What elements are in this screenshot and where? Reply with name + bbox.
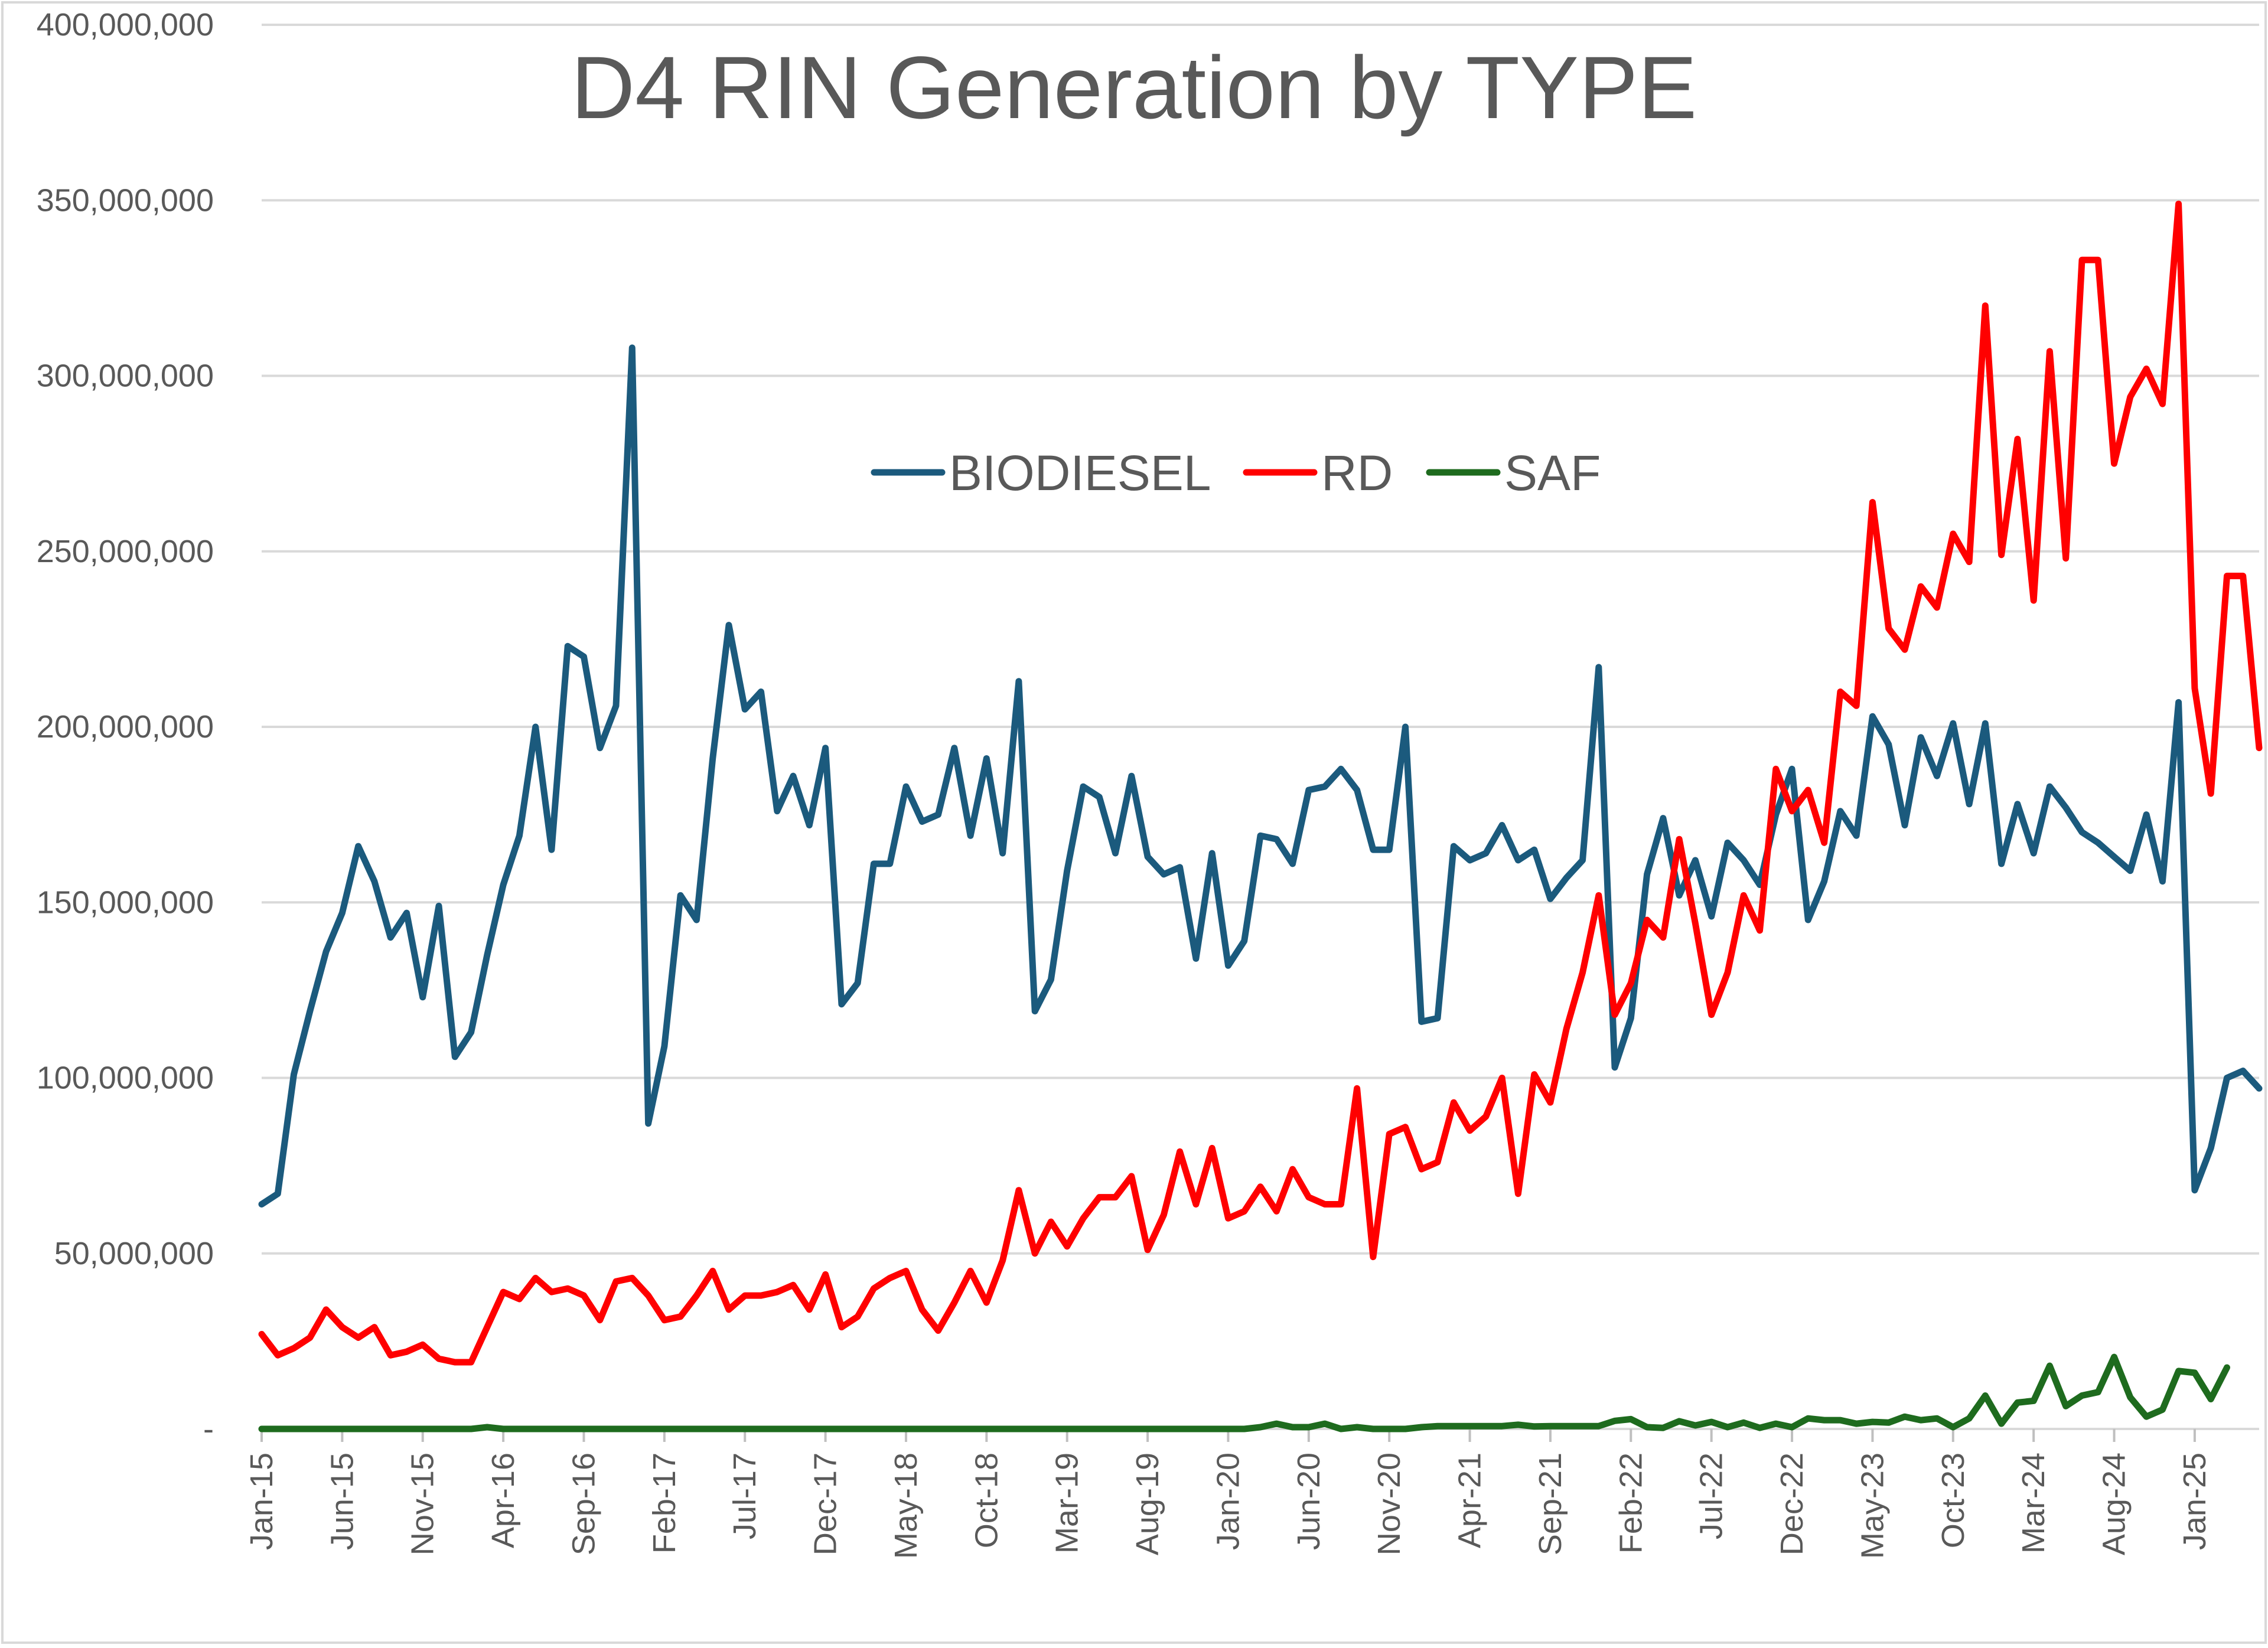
x-tick-label: Jun-15 <box>324 1453 360 1550</box>
chart-title: D4 RIN Generation by TYPE <box>571 38 1697 137</box>
x-tick-label: Jul-22 <box>1694 1453 1729 1539</box>
series-line-biodiesel <box>258 344 2263 1208</box>
series-line-saf <box>258 1353 2230 1432</box>
x-axis: Jan-15 Jun-15 Nov-15 Apr-16 Sep-16 Feb-17 Jul-… <box>244 1428 2259 1559</box>
x-tick-label: Sep-16 <box>566 1453 601 1555</box>
y-tick-label: - <box>203 1411 214 1447</box>
x-tick-label: Mar-19 <box>1050 1453 1085 1554</box>
x-tick-label: Nov-20 <box>1371 1453 1407 1555</box>
legend-label-biodiesel: BIODIESEL <box>949 445 1211 501</box>
x-tick-label: Jun-20 <box>1291 1453 1327 1550</box>
y-tick-label: 200,000,000 <box>37 709 214 745</box>
legend-label-rd: RD <box>1321 445 1393 501</box>
x-tick-label: Dec-17 <box>808 1453 843 1555</box>
x-tick-label: Oct-18 <box>969 1453 1004 1548</box>
y-axis: - 50,000,000 100,000,000 150,000,000 200,000… <box>37 7 214 1447</box>
y-tick-label: 300,000,000 <box>37 358 214 394</box>
x-tick-label: Feb-17 <box>647 1453 682 1554</box>
x-tick-label: Dec-22 <box>1774 1453 1810 1555</box>
x-tick-label: Aug-19 <box>1130 1453 1165 1555</box>
y-tick-label: 400,000,000 <box>37 7 214 43</box>
y-tick-label: 250,000,000 <box>37 534 214 569</box>
x-tick-label: Jan-25 <box>2177 1453 2212 1550</box>
y-tick-label: 350,000,000 <box>37 182 214 218</box>
y-tick-label: 50,000,000 <box>54 1236 214 1271</box>
x-tick-label: Sep-21 <box>1533 1453 1568 1555</box>
x-tick-label: May-18 <box>888 1453 924 1559</box>
x-tick-label: Oct-23 <box>1935 1453 1971 1548</box>
x-tick-label: May-23 <box>1855 1453 1890 1559</box>
x-tick-label: Jul-17 <box>727 1453 762 1539</box>
x-tick-label: Feb-22 <box>1613 1453 1648 1554</box>
x-tick-label: Nov-15 <box>405 1453 441 1555</box>
y-tick-label: 100,000,000 <box>37 1060 214 1096</box>
x-tick-label: Apr-16 <box>485 1453 521 1548</box>
series-line-rd <box>258 200 2263 1366</box>
x-tick-label: Jan-15 <box>244 1453 279 1550</box>
legend-label-saf: SAF <box>1504 445 1601 501</box>
x-tick-label: Apr-21 <box>1452 1453 1488 1548</box>
x-tick-label: Jan-20 <box>1210 1453 1246 1550</box>
series-lines <box>258 200 2263 1432</box>
x-tick-label: Mar-24 <box>2016 1453 2051 1554</box>
legend: BIODIESEL RD SAF <box>871 445 1601 501</box>
y-tick-label: 150,000,000 <box>37 885 214 920</box>
x-tick-label: Aug-24 <box>2097 1453 2132 1555</box>
